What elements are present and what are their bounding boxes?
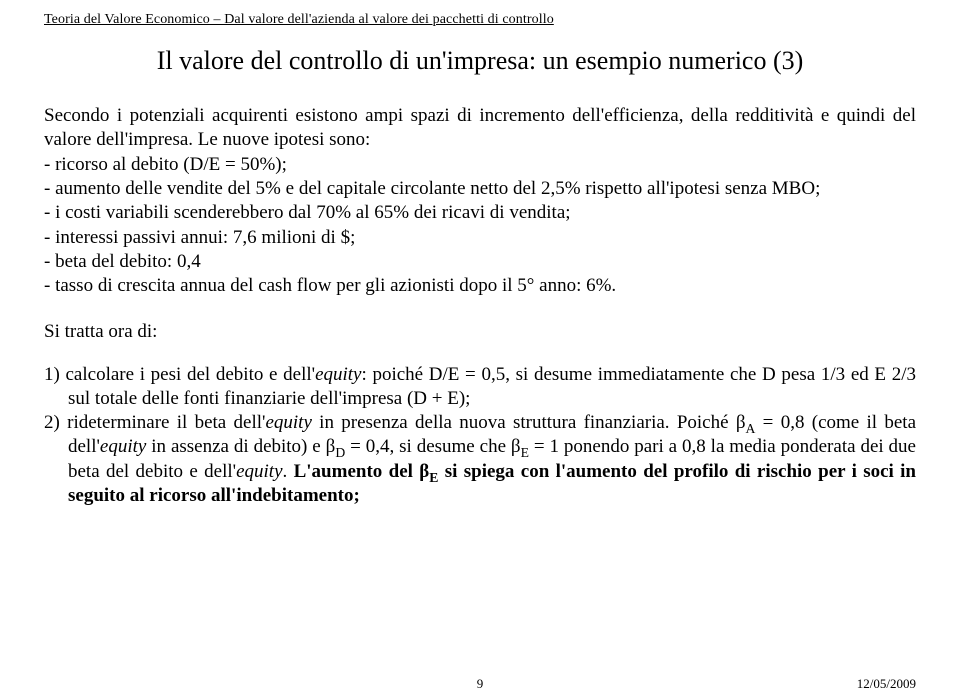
- intro-paragraph: Secondo i potenziali acquirenti esistono…: [44, 104, 916, 153]
- equity-term: equity: [236, 461, 282, 482]
- equity-term: equity: [315, 364, 361, 385]
- page-footer: 9 12/05/2009: [0, 676, 960, 692]
- list-item: - beta del debito: 0,4: [44, 250, 916, 274]
- list-item: - tasso di crescita annua del cash flow …: [44, 274, 916, 298]
- equity-term: equity: [265, 412, 311, 433]
- list-item: 1) calcolare i pesi del debito e dell'eq…: [44, 363, 916, 412]
- subscript-e: E: [521, 445, 529, 460]
- footer-date: 12/05/2009: [857, 676, 916, 692]
- text: 1) calcolare i pesi del debito e dell': [44, 364, 315, 385]
- section-label: Si tratta ora di:: [44, 321, 916, 343]
- running-header: Teoria del Valore Economico – Dal valore…: [44, 12, 916, 28]
- page-container: Teoria del Valore Economico – Dal valore…: [0, 0, 960, 700]
- text: L'aumento del β: [294, 461, 430, 482]
- equity-term: equity: [100, 436, 146, 457]
- text: in assenza di debito) e β: [146, 436, 335, 457]
- text: .: [283, 461, 294, 482]
- text: 2) rideterminare il beta dell': [44, 412, 265, 433]
- list-item: 2) rideterminare il beta dell'equity in …: [44, 411, 916, 508]
- text: in presenza della nuova struttura finanz…: [312, 412, 746, 433]
- text: = 0,4, si desume che β: [345, 436, 520, 457]
- subscript-d: D: [335, 445, 345, 460]
- page-title: Il valore del controllo di un'impresa: u…: [44, 46, 916, 76]
- steps-list: 1) calcolare i pesi del debito e dell'eq…: [44, 363, 916, 509]
- list-item: - ricorso al debito (D/E = 50%);: [44, 153, 916, 177]
- page-number: 9: [477, 676, 484, 692]
- hypotheses-list: - ricorso al debito (D/E = 50%); - aumen…: [44, 153, 916, 299]
- list-item: - interessi passivi annui: 7,6 milioni d…: [44, 226, 916, 250]
- list-item: - aumento delle vendite del 5% e del cap…: [44, 177, 916, 201]
- list-item: - i costi variabili scenderebbero dal 70…: [44, 201, 916, 225]
- subscript-a: A: [746, 421, 756, 436]
